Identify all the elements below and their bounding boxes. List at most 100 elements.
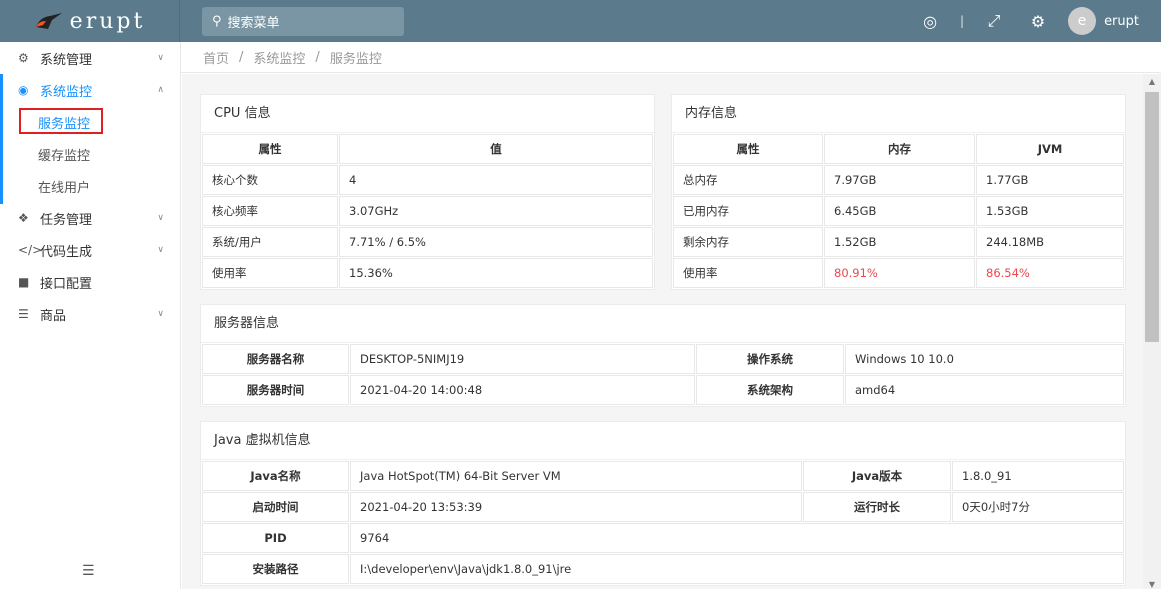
cell: 操作系统 bbox=[696, 344, 844, 374]
cell: 服务器名称 bbox=[202, 344, 349, 374]
table-row: 启动时间 2021-04-20 13:53:39 运行时长 0天0小时7分 bbox=[202, 492, 1124, 522]
cell: 244.18MB bbox=[976, 227, 1124, 257]
col-header: 内存 bbox=[824, 134, 975, 164]
cell: 80.91% bbox=[824, 258, 975, 288]
cell: 核心个数 bbox=[202, 165, 338, 195]
server-card: 服务器信息 服务器名称 DESKTOP-5NIMJ19 操作系统 Windows 10… bbox=[200, 304, 1126, 407]
sidebar-item-system-monitor[interactable]: ◉ 系统监控 ∧ bbox=[0, 74, 180, 106]
col-header: 属性 bbox=[673, 134, 823, 164]
theme-circle-icon[interactable]: ◎ bbox=[923, 11, 938, 31]
cell: Java名称 bbox=[202, 461, 349, 491]
label: 接口配置 bbox=[40, 276, 93, 292]
cell: 1.52GB bbox=[824, 227, 975, 257]
table-row: 使用率 15.36% bbox=[202, 258, 653, 288]
cell: 已用内存 bbox=[673, 196, 823, 226]
table-row: 使用率 80.91% 86.54% bbox=[673, 258, 1124, 288]
col-header: 属性 bbox=[202, 134, 338, 164]
cell: 86.54% bbox=[976, 258, 1124, 288]
card-title: 内存信息 bbox=[672, 95, 1125, 133]
breadcrumb-current: 服务监控 bbox=[329, 51, 382, 67]
cogs-icon: ⚙ bbox=[18, 51, 29, 65]
cell: 7.71% / 6.5% bbox=[339, 227, 653, 257]
breadcrumb-home[interactable]: 首页 bbox=[203, 51, 230, 67]
chevron-down-icon: ∨ bbox=[157, 213, 164, 223]
label: 服务监控 bbox=[38, 116, 91, 132]
menu-search-input[interactable]: ⚲ 搜索菜单 bbox=[202, 6, 404, 36]
table-row: 服务器名称 DESKTOP-5NIMJ19 操作系统 Windows 10 10.0 bbox=[202, 344, 1124, 374]
card-title: CPU 信息 bbox=[201, 95, 654, 133]
cell: I:\developer\env\Java\jdk1.8.0_91\jre bbox=[350, 554, 1124, 584]
cell: 安装路径 bbox=[202, 554, 349, 584]
chevron-down-icon: ∨ bbox=[157, 245, 164, 255]
label: 任务管理 bbox=[40, 212, 93, 228]
cell: PID bbox=[202, 523, 349, 553]
list-icon: ☰ bbox=[18, 307, 29, 321]
col-header: JVM bbox=[976, 134, 1124, 164]
sidebar-item-online-users[interactable]: 在线用户 bbox=[0, 170, 180, 202]
sidebar-item-cache-monitor[interactable]: 缓存监控 bbox=[0, 138, 180, 170]
table-row: 核心个数 4 bbox=[202, 165, 653, 195]
cell: 核心频率 bbox=[202, 196, 338, 226]
table-row: Java名称 Java HotSpot(TM) 64-Bit Server VM J… bbox=[202, 461, 1124, 491]
cell: 7.97GB bbox=[824, 165, 975, 195]
search-placeholder: 搜索菜单 bbox=[227, 15, 280, 31]
user-name[interactable]: erupt bbox=[1104, 13, 1139, 29]
jvm-table: Java名称 Java HotSpot(TM) 64-Bit Server VM J… bbox=[201, 460, 1125, 585]
top-header: erupt ⚲ 搜索菜单 ◎ | ⤢ ⚙ e erupt bbox=[0, 0, 1161, 42]
cube-icon: ■ bbox=[18, 275, 30, 289]
divider: | bbox=[960, 14, 965, 28]
cell: DESKTOP-5NIMJ19 bbox=[350, 344, 695, 374]
fullscreen-icon[interactable]: ⤢ bbox=[987, 11, 1001, 30]
label: 在线用户 bbox=[38, 180, 91, 196]
main-content: CPU 信息 属性值 核心个数 4 核心频率 3.07GHz 系统/用户 7.71% … bbox=[182, 74, 1143, 589]
code-icon: </> bbox=[18, 243, 43, 257]
sidebar-item-code-gen[interactable]: </> 代码生成 ∨ bbox=[0, 234, 180, 266]
breadcrumb-system-monitor[interactable]: 系统监控 bbox=[253, 51, 306, 67]
cell: 3.07GHz bbox=[339, 196, 653, 226]
cell: 1.8.0_91 bbox=[952, 461, 1124, 491]
sidebar-item-service-monitor[interactable]: 服务监控 bbox=[0, 106, 180, 138]
server-table: 服务器名称 DESKTOP-5NIMJ19 操作系统 Windows 10 10.0 … bbox=[201, 343, 1125, 406]
chevron-down-icon: ∨ bbox=[157, 53, 164, 63]
table-row: 剩余内存 1.52GB 244.18MB bbox=[673, 227, 1124, 257]
table-row: PID 9764 bbox=[202, 523, 1124, 553]
search-icon: ⚲ bbox=[212, 13, 222, 29]
sidebar-item-system-management[interactable]: ⚙ 系统管理 ∨ bbox=[0, 42, 180, 74]
label: 商品 bbox=[40, 308, 67, 324]
label: 代码生成 bbox=[40, 244, 93, 260]
sidebar-item-api-config[interactable]: ■ 接口配置 bbox=[0, 266, 180, 298]
collapse-menu-icon[interactable]: ☰ bbox=[82, 563, 95, 579]
chevron-up-icon: ∧ bbox=[157, 85, 164, 95]
cell: 总内存 bbox=[673, 165, 823, 195]
table-row: 安装路径 I:\developer\env\Java\jdk1.8.0_91\jr… bbox=[202, 554, 1124, 584]
separator: / bbox=[239, 49, 244, 65]
memory-table: 属性 内存 JVM 总内存 7.97GB 1.77GB 已用内存 6.45GB 1.53GB… bbox=[672, 133, 1125, 289]
gear-icon[interactable]: ⚙ bbox=[1030, 11, 1046, 31]
scrollbar[interactable]: ▲ ▼ bbox=[1143, 74, 1161, 589]
highlight-box bbox=[19, 108, 103, 134]
cell: 使用率 bbox=[673, 258, 823, 288]
scroll-thumb[interactable] bbox=[1145, 92, 1159, 342]
cell: 启动时间 bbox=[202, 492, 349, 522]
cell: 1.77GB bbox=[976, 165, 1124, 195]
scroll-up-icon[interactable]: ▲ bbox=[1148, 77, 1156, 86]
cell: Java版本 bbox=[803, 461, 951, 491]
cell: 4 bbox=[339, 165, 653, 195]
label: 缓存监控 bbox=[38, 148, 91, 164]
scroll-down-icon[interactable]: ▼ bbox=[1148, 580, 1156, 589]
cell: 15.36% bbox=[339, 258, 653, 288]
sidebar-item-task-management[interactable]: ❖ 任务管理 ∨ bbox=[0, 202, 180, 234]
logo[interactable]: erupt bbox=[0, 0, 180, 42]
breadcrumb: 首页 / 系统监控 / 服务监控 bbox=[181, 42, 1161, 73]
chevron-down-icon: ∨ bbox=[157, 309, 164, 319]
table-row: 系统/用户 7.71% / 6.5% bbox=[202, 227, 653, 257]
separator: / bbox=[315, 49, 320, 65]
cell: 运行时长 bbox=[803, 492, 951, 522]
cell: 2021-04-20 14:00:48 bbox=[350, 375, 695, 405]
avatar[interactable]: e bbox=[1068, 7, 1097, 35]
target-icon: ◉ bbox=[18, 83, 29, 97]
active-indicator bbox=[0, 74, 3, 204]
sidebar-item-goods[interactable]: ☰ 商品 ∨ bbox=[0, 298, 180, 330]
label: 系统监控 bbox=[40, 84, 93, 100]
col-header: 值 bbox=[339, 134, 653, 164]
